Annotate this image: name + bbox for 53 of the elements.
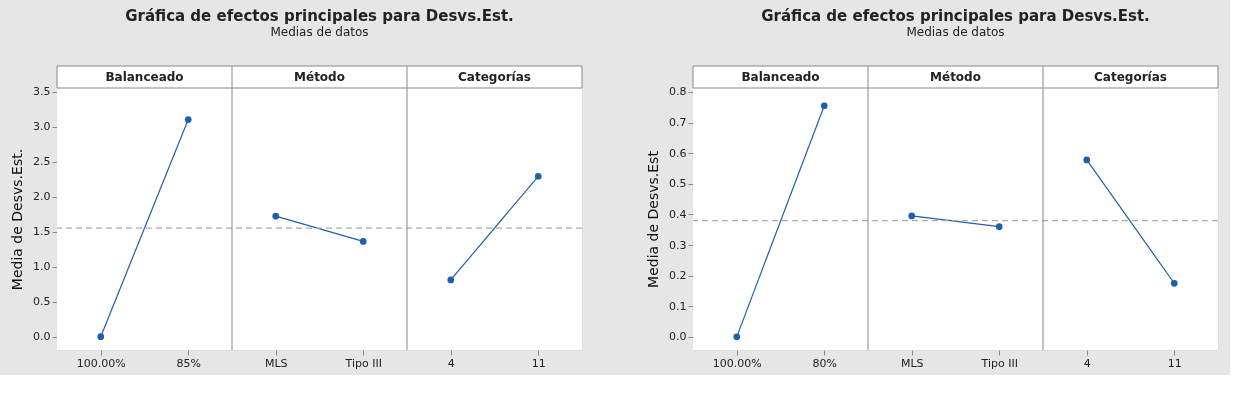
- x-tick-label: 4: [447, 356, 455, 370]
- y-tick-label: 0.0: [669, 330, 687, 344]
- y-tick-label: 0.4: [669, 207, 687, 221]
- point: [534, 172, 542, 180]
- text: Categorías: [1094, 70, 1167, 84]
- x-tick-label: 100.00%: [712, 356, 762, 370]
- chart-subtitle: Medias de datos: [270, 24, 369, 39]
- x-tick-label: MLS: [264, 356, 288, 370]
- x-tick-label: Tipo III: [344, 356, 382, 370]
- point: [272, 212, 280, 220]
- text: Método: [930, 70, 981, 84]
- point: [359, 238, 367, 245]
- text: Categorías: [458, 70, 531, 84]
- y-tick-label: 0.0: [33, 330, 51, 344]
- y-tick-label: 0.6: [669, 146, 687, 160]
- y-axis-title: Media de Desvs.Est: [645, 150, 662, 288]
- y-tick-label: 1.0: [33, 260, 51, 274]
- y-tick-label: 0.5: [669, 177, 687, 191]
- x-tick-label: 11: [531, 356, 546, 370]
- y-tick-label: 2.5: [33, 155, 51, 169]
- text: Balanceado: [105, 70, 184, 84]
- point: [1170, 279, 1178, 287]
- y-tick-label: 0.8: [669, 85, 687, 99]
- y-tick-label: 3.0: [33, 120, 51, 134]
- x-tick-label: 80%: [812, 356, 837, 370]
- x-tick-label: 4: [1083, 356, 1091, 370]
- y-tick-label: 0.7: [669, 116, 687, 130]
- x-tick-label: Tipo III: [980, 356, 1018, 370]
- y-tick-label: 3.5: [33, 85, 51, 98]
- y-tick-label: 0.1: [669, 299, 687, 313]
- y-tick-label: 0.3: [669, 238, 687, 252]
- point: [733, 333, 741, 341]
- point: [995, 223, 1003, 230]
- x-tick-label: 85%: [176, 356, 201, 370]
- point: [97, 333, 105, 341]
- point: [820, 102, 828, 110]
- point: [1083, 156, 1091, 164]
- text: Balanceado: [741, 70, 820, 84]
- x-tick-label: 100.00%: [76, 356, 126, 370]
- x-tick-label: MLS: [900, 356, 924, 370]
- y-axis-title: Media de Desvs.Est.: [9, 148, 26, 291]
- text: Método: [294, 70, 345, 84]
- y-tick-label: 0.5: [33, 295, 51, 309]
- x-tick-label: 11: [1167, 356, 1182, 370]
- y-tick-label: 1.5: [33, 225, 51, 239]
- y-tick-label: 2.0: [33, 190, 51, 204]
- chart-subtitle: Medias de datos: [906, 24, 1005, 39]
- chart-title: Gráfica de efectos principales para Desvs.Est.: [761, 6, 1150, 25]
- point: [908, 212, 916, 220]
- point: [447, 276, 455, 284]
- point: [184, 116, 192, 123]
- chart-title: Gráfica de efectos principales para Desvs.Est.: [125, 6, 514, 25]
- y-tick-label: 0.2: [669, 269, 687, 283]
